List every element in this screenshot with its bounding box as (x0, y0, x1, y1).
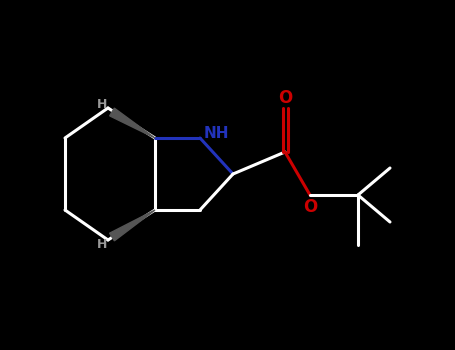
Polygon shape (110, 108, 155, 138)
Text: O: O (303, 198, 317, 216)
Text: NH: NH (203, 126, 229, 141)
Text: H: H (97, 98, 107, 111)
Polygon shape (110, 210, 155, 241)
Text: H: H (97, 238, 107, 252)
Text: O: O (278, 89, 292, 107)
